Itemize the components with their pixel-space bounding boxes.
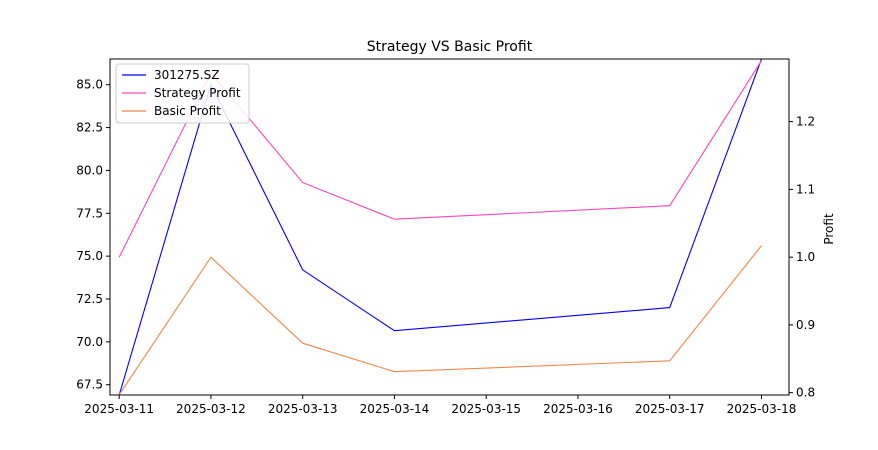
y-left-tick-label: 77.5 [76,206,103,220]
x-tick-label: 2025-03-18 [727,402,797,416]
right-axis-label: Profit [822,213,836,245]
y-left-tick-label: 67.5 [76,378,103,392]
y-left-tick-label: 70.0 [76,335,103,349]
y-right-tick-label: 1.2 [796,115,815,129]
y-left-tick-label: 72.5 [76,292,103,306]
legend-box [115,63,250,124]
left-y-axis: 67.5 70.0 72.5 75.0 77.5 80.0 82.5 85.0 [76,78,110,392]
y-right-tick-label: 0.9 [796,318,815,332]
legend-label: Strategy Profit [154,86,241,100]
legend-label: 301275.SZ [154,68,219,82]
plot-frame [109,58,790,396]
y-right-tick-label: 1.0 [796,250,815,264]
x-tick-label: 2025-03-16 [543,402,613,416]
x-tick-label: 2025-03-14 [360,402,430,416]
x-axis: 2025-03-11 2025-03-12 2025-03-13 2025-03-14… [84,395,796,416]
x-tick-label: 2025-03-11 [84,402,154,416]
y-left-tick-label: 80.0 [76,163,103,177]
legend: 301275.SZ Strategy Profit Basic Profit [115,63,250,124]
y-right-tick-label: 1.1 [796,182,815,196]
x-tick-label: 2025-03-15 [451,402,521,416]
x-tick-label: 2025-03-17 [635,402,705,416]
series-line-0 [118,58,763,396]
y-left-tick-label: 85.0 [76,78,103,92]
y-left-tick-label: 82.5 [76,121,103,135]
x-tick-label: 2025-03-12 [176,402,246,416]
right-y-axis: 0.8 0.9 1.0 1.1 1.2 [789,115,815,400]
legend-label: Basic Profit [154,104,221,118]
x-tick-label: 2025-03-13 [268,402,338,416]
chart-title: Strategy VS Basic Profit [367,39,533,55]
y-left-tick-label: 75.0 [76,249,103,263]
series-line-2 [118,245,762,396]
y-right-tick-label: 0.8 [796,386,815,400]
